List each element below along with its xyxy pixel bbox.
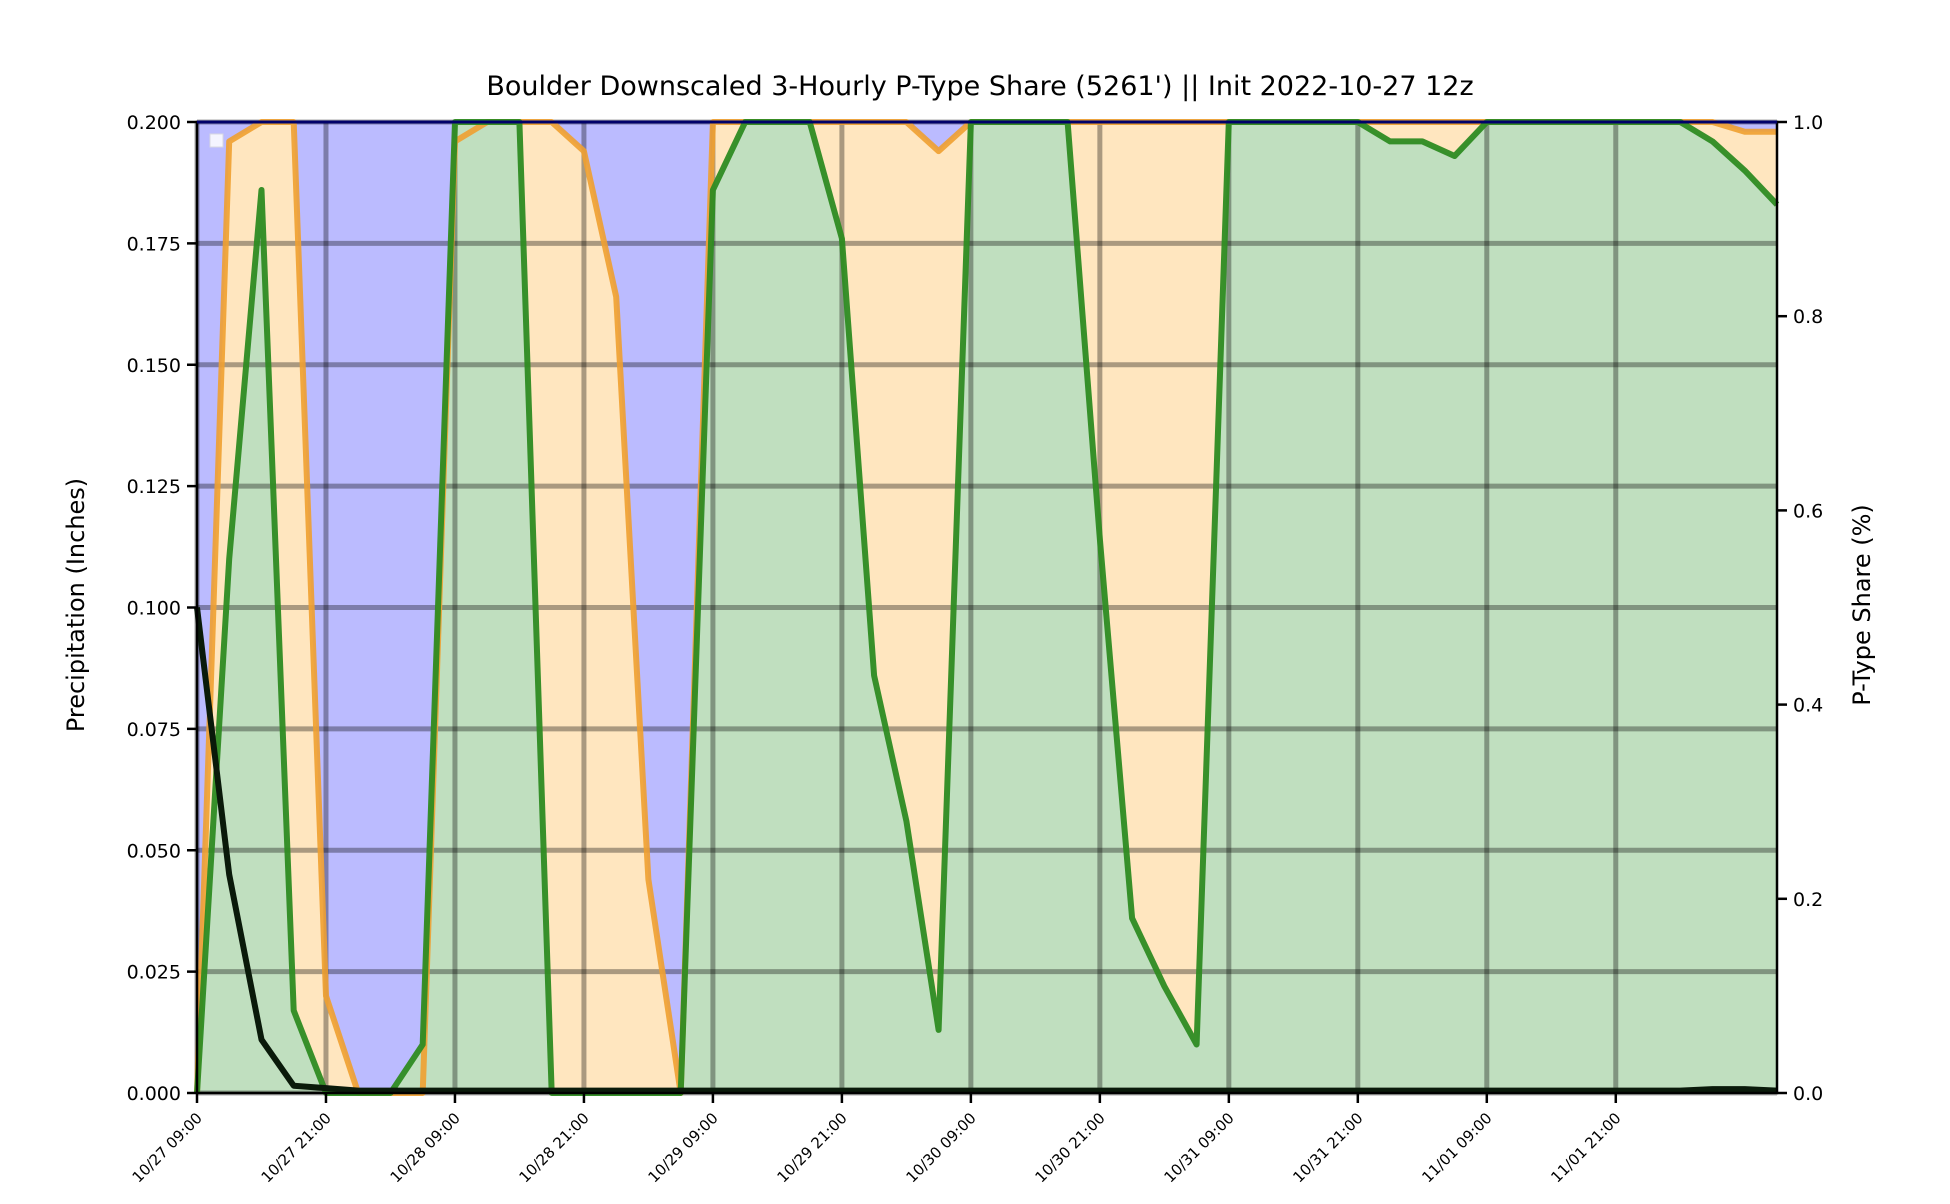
y-tick-label-left: 0.050 [127, 840, 181, 862]
y-tick-label-left: 0.200 [127, 112, 181, 134]
y-tick-label-right: 1.0 [1793, 112, 1823, 134]
rain-share-fill [197, 122, 1777, 1093]
y-tick-label-right: 0.6 [1793, 500, 1823, 522]
y-tick-label-left: 0.150 [127, 355, 181, 377]
y-tick-label-left: 0.075 [127, 719, 181, 741]
y-tick-label-left: 0.125 [127, 476, 181, 498]
x-tick-label: 10/28 09:00 [387, 1109, 464, 1186]
x-tick-label: 10/28 21:00 [516, 1109, 593, 1186]
precipitation-line [194, 607, 1778, 1094]
x-tick-label: 10/31 21:00 [1289, 1109, 1366, 1186]
x-tick-label: 11/01 21:00 [1547, 1109, 1624, 1186]
y-tick-label-right: 0.0 [1793, 1083, 1823, 1105]
y-tick-label-right: 0.4 [1793, 695, 1823, 717]
y-tick-label-left: 0.175 [127, 233, 181, 255]
y-tick-label-left: 0.000 [127, 1083, 181, 1105]
y-tick-label-left: 0.100 [127, 598, 181, 620]
y-tick-label-right: 0.2 [1793, 889, 1823, 911]
x-tick-label: 10/27 21:00 [258, 1109, 335, 1186]
x-tick-label: 10/31 09:00 [1160, 1109, 1237, 1186]
x-tick-label: 10/30 21:00 [1031, 1109, 1108, 1186]
x-tick-label: 10/30 09:00 [902, 1109, 979, 1186]
x-tick-label: 10/29 21:00 [773, 1109, 850, 1186]
x-tick-label: 11/01 09:00 [1418, 1109, 1495, 1186]
y-axis-label-left: Precipitation (Inches) [62, 478, 90, 732]
legend-marker [209, 133, 224, 148]
chart-title: Boulder Downscaled 3-Hourly P-Type Share… [486, 71, 1473, 102]
y-tick-label-right: 0.8 [1793, 306, 1823, 328]
y-axis-label-right: P-Type Share (%) [1848, 504, 1876, 706]
plot-area [194, 119, 1780, 1096]
x-tick-label: 10/29 09:00 [645, 1109, 722, 1186]
y-tick-label-left: 0.025 [127, 962, 181, 984]
x-tick-label: 10/27 09:00 [129, 1109, 206, 1186]
